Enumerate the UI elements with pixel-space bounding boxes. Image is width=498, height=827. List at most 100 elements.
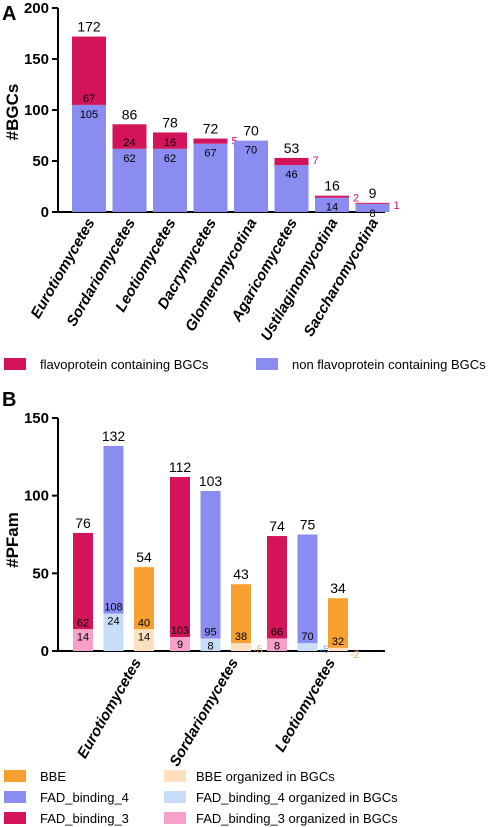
bar-bbe-remainder-label: 40 <box>138 617 150 629</box>
panel-b-y-tick-label: 100 <box>24 488 49 505</box>
panel-a-letter: A <box>2 3 16 25</box>
bar-flavoprotein-label: 67 <box>83 93 95 105</box>
panel-a-category-label: Glomeromycotina <box>182 216 260 335</box>
bar-non-flavoprotein <box>72 104 106 212</box>
panel-b: B #PFam 0 50 100 150 76 62 14 132 108 24 54 40 14 11… <box>2 389 398 826</box>
bar-fad3-in-bgc <box>170 637 190 651</box>
bar-total-label: 70 <box>243 123 259 139</box>
bar-flavoprotein <box>315 195 349 198</box>
legend-swatch-fad4-bgc <box>164 791 186 803</box>
bar-bbe-in-bgc-label: 14 <box>138 631 150 643</box>
bar-total-label: 86 <box>122 106 138 122</box>
bar-flavoprotein <box>355 202 390 204</box>
bar-fad3 <box>267 536 287 639</box>
panel-a-category-label: Saccharomycotina <box>301 216 382 340</box>
bar-non-flavoprotein <box>355 203 390 212</box>
bar-flavoprotein <box>274 157 309 166</box>
bar-bbe-total-label: 34 <box>330 580 346 596</box>
panel-a-y-tick-label: 50 <box>32 153 49 170</box>
bar-non-flavoprotein-label: 14 <box>326 202 338 214</box>
legend-swatch-bbe <box>4 770 26 782</box>
bar-fad4-total-label: 103 <box>199 473 223 489</box>
legend-swatch-bbe-bgc <box>164 770 186 782</box>
bar-fad3-remainder-label: 103 <box>171 625 189 637</box>
panel-a-bars: 1721056786622478621672675707053467161429… <box>72 19 400 220</box>
bar-non-flavoprotein-label: 62 <box>123 153 135 165</box>
bar-bbe-in-bgc <box>231 643 251 651</box>
bar-fad4-remainder-label: 70 <box>301 631 313 643</box>
legend-swatch-fad3-bgc <box>164 812 186 824</box>
bar-fad3-in-bgc-label: 14 <box>77 631 89 643</box>
bar-fad4-total-label: 75 <box>300 517 316 533</box>
bar-total-label: 172 <box>77 19 101 35</box>
panel-b-legend: BBE BBE organized in BGCs FAD_binding_4 … <box>4 769 398 826</box>
panel-a-category-labels: EurotiomycetesSordariomycetesLeotiomycet… <box>27 216 381 344</box>
legend-label-non-flavoprotein: non flavoprotein containing BGCs <box>292 357 486 372</box>
panel-b-y-axis-title: #PFam <box>3 512 22 568</box>
bar-non-flavoprotein-label: 62 <box>164 153 176 165</box>
legend-swatch-non-flavoprotein <box>256 358 278 370</box>
legend-label-fad3-bgc: FAD_binding_3 organized in BGCs <box>196 811 398 826</box>
panel-a-category-label: Ustilaginomycotina <box>258 216 342 344</box>
legend-label-fad3: FAD_binding_3 <box>40 811 129 826</box>
bar-bbe-in-bgc-label: -2 <box>350 649 360 661</box>
bar-fad4-in-bgc <box>200 638 221 651</box>
panel-b-category-label: Sordariomycetes <box>166 656 242 770</box>
bar-bbe <box>134 567 154 630</box>
bar-flavoprotein-label: 7 <box>313 155 319 167</box>
panel-a-y-tick-label: 200 <box>24 0 49 17</box>
bar-non-flavoprotein <box>193 143 228 212</box>
panel-b-y-tick-label: 50 <box>32 565 49 582</box>
bar-total-label: 53 <box>284 140 300 156</box>
legend-label-fad4-bgc: FAD_binding_4 organized in BGCs <box>196 790 398 805</box>
bar-bbe <box>328 598 348 648</box>
panel-a-y-axis-title: #BGCs <box>3 84 22 141</box>
legend-label-bbe-bgc: BBE organized in BGCs <box>196 769 335 784</box>
panel-b-bars: 76 62 14 132 108 24 54 40 14 112 103 9 103 95 8 43 38 -5 7… <box>73 428 360 661</box>
bar-bbe-remainder-label: 38 <box>235 631 247 643</box>
legend-label-bbe: BBE <box>40 769 66 784</box>
bar-bbe-total-label: 54 <box>136 549 152 565</box>
bar-bbe-in-bgc-label: -5 <box>253 644 263 656</box>
bar-fad4-total-label: 132 <box>102 428 126 444</box>
bar-non-flavoprotein <box>315 197 349 212</box>
bar-fad3 <box>73 532 93 630</box>
bar-total-label: 16 <box>324 178 340 194</box>
bar-bbe-in-bgc <box>328 647 348 651</box>
bar-fad3-remainder-label: 66 <box>271 627 283 639</box>
bar-fad4-in-bgc-label: 24 <box>107 616 119 628</box>
bar-non-flavoprotein-label: 70 <box>245 145 257 157</box>
bar-flavoprotein-label: 24 <box>123 137 135 149</box>
legend-label-flavoprotein: flavoprotein containing BGCs <box>40 357 209 372</box>
panel-b-y-tick-label: 0 <box>41 643 49 660</box>
bar-total-label: 72 <box>203 121 219 137</box>
bar-non-flavoprotein-label: 8 <box>369 208 375 220</box>
bar-fad4 <box>103 445 124 614</box>
legend-swatch-fad3 <box>4 812 26 824</box>
legend-label-fad4: FAD_binding_4 <box>40 790 129 805</box>
bar-fad4 <box>297 534 318 644</box>
bar-total-label: 78 <box>162 114 178 130</box>
bar-flavoprotein-label: 1 <box>394 200 400 212</box>
bar-fad3-in-bgc <box>73 629 93 651</box>
panel-a-y-tick-label: 150 <box>24 51 49 68</box>
bar-flavoprotein <box>112 124 147 149</box>
bar-non-flavoprotein <box>153 148 187 212</box>
bar-fad3-total-label: 74 <box>269 518 285 534</box>
bar-non-flavoprotein-label: 105 <box>80 109 98 121</box>
bar-flavoprotein-label: 2 <box>353 193 359 205</box>
bar-flavoprotein <box>72 36 106 105</box>
bar-fad3-total-label: 112 <box>169 459 192 475</box>
bar-fad3-in-bgc-label: 8 <box>274 641 280 653</box>
bar-flavoprotein-label: 16 <box>164 137 176 149</box>
bar-bbe <box>231 584 251 644</box>
bar-fad4-in-bgc <box>103 613 124 651</box>
bar-fad4-in-bgc-label: -5 <box>320 644 330 656</box>
bar-bbe-remainder-label: 32 <box>332 636 344 648</box>
bar-non-flavoprotein-label: 46 <box>285 169 297 181</box>
bar-fad3-remainder-label: 62 <box>77 617 89 629</box>
bar-fad4-remainder-label: 108 <box>104 602 122 614</box>
bar-fad4-remainder-label: 95 <box>204 627 216 639</box>
